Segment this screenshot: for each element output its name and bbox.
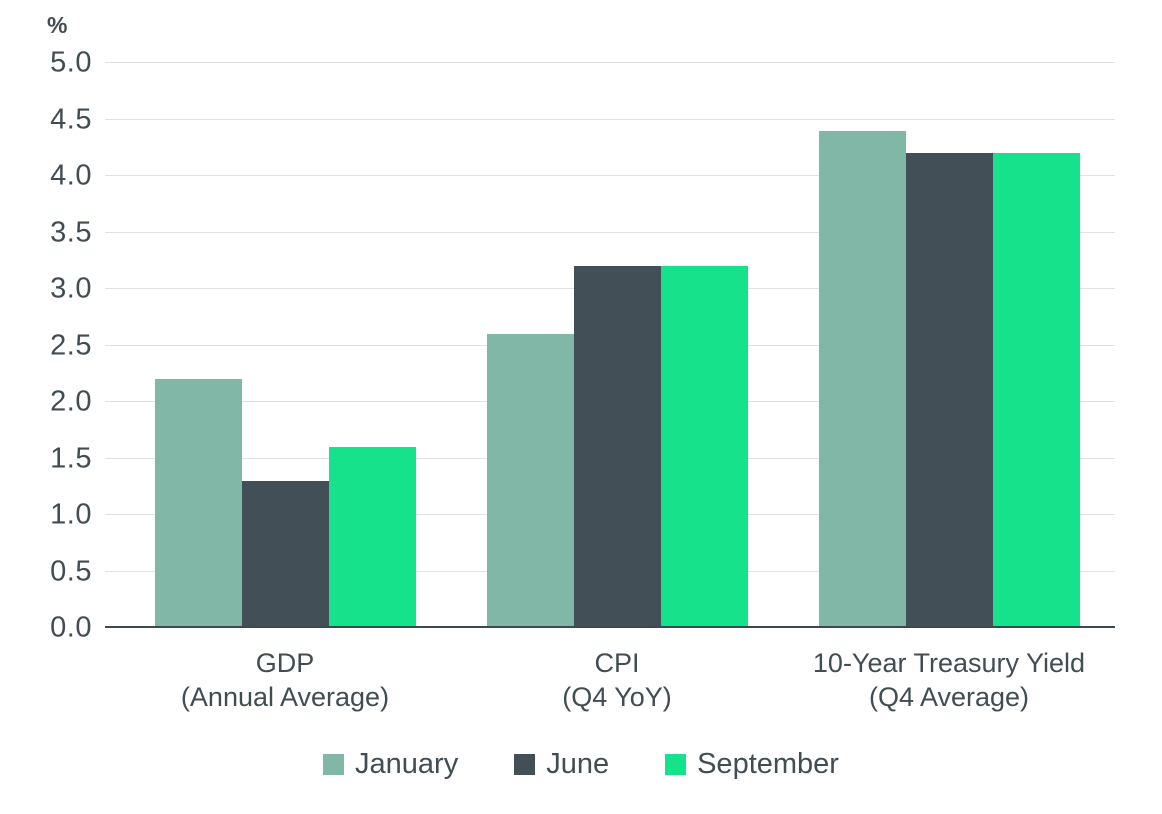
y-tick-label: 2.5 xyxy=(50,329,92,361)
gridline xyxy=(105,231,1115,233)
category-label-line: GDP xyxy=(255,648,315,678)
legend-swatch-icon xyxy=(323,754,345,775)
bar xyxy=(573,266,661,628)
y-tick-label: 4.0 xyxy=(50,159,92,192)
category-label: CPI (Q4 YoY) xyxy=(451,646,783,714)
y-tick-label: 2.0 xyxy=(50,385,92,418)
legend-label: June xyxy=(546,748,610,780)
gridline xyxy=(105,62,1115,63)
bar xyxy=(486,334,574,628)
x-axis-baseline xyxy=(105,626,1115,628)
category-label: GDP (Annual Average) xyxy=(119,646,451,714)
legend-swatch-icon xyxy=(514,754,536,775)
bar xyxy=(905,153,993,628)
y-tick-label: 0.0 xyxy=(50,611,92,644)
bar xyxy=(241,481,329,628)
legend-label: January xyxy=(355,748,459,780)
y-tick-label: 0.5 xyxy=(50,555,92,587)
gridline xyxy=(105,175,1115,176)
category-label-line: CPI xyxy=(594,648,640,678)
legend-swatch-icon xyxy=(665,754,687,775)
bar-group xyxy=(783,63,1115,628)
gridline xyxy=(105,118,1115,120)
legend-item: June xyxy=(514,750,609,779)
legend-item: September xyxy=(665,750,839,779)
y-tick-label: 3.0 xyxy=(50,272,92,305)
category-label-line: 10-Year Treasury Yield xyxy=(812,648,1086,678)
y-tick-label: 5.0 xyxy=(50,46,92,79)
legend-label: September xyxy=(697,748,839,780)
bar xyxy=(992,153,1080,628)
y-tick-label: 1.0 xyxy=(50,498,92,531)
y-tick-label: 3.5 xyxy=(50,216,92,248)
y-tick-label: 1.5 xyxy=(50,442,92,474)
plot-area xyxy=(105,62,1115,628)
category-label-line: (Q4 Average) xyxy=(868,682,1030,712)
y-axis-tick-labels: 0.0 0.5 1.0 1.5 2.0 2.5 3.0 3.5 4.0 4.5 5.0 xyxy=(0,48,92,642)
bar xyxy=(818,130,906,628)
x-axis-labels: GDP (Annual Average) CPI (Q4 YoY) 10-Year Tr… xyxy=(105,646,1115,714)
y-axis-unit-label: % xyxy=(47,12,68,38)
bar xyxy=(660,266,748,628)
category-label: 10-Year Treasury Yield (Q4 Average) xyxy=(783,646,1115,714)
bars-layer xyxy=(105,63,1115,628)
bar xyxy=(154,379,242,628)
legend-item: January xyxy=(323,750,458,779)
category-label-line: (Annual Average) xyxy=(180,682,390,712)
y-tick-label: 4.5 xyxy=(50,103,92,135)
bar xyxy=(328,447,416,628)
legend: January June September xyxy=(0,750,1162,779)
bar-group xyxy=(451,63,783,628)
category-label-line: (Q4 YoY) xyxy=(562,682,672,712)
bar-group xyxy=(119,63,451,628)
